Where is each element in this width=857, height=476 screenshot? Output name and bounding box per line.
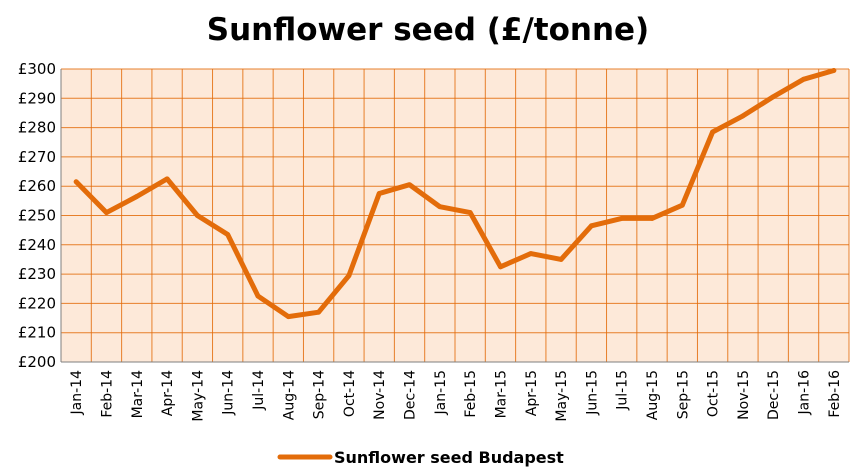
legend: Sunflower seed Budapest [277, 448, 564, 467]
y-tick-label: £250 [18, 207, 56, 225]
data-point [679, 202, 685, 208]
y-tick-label: £210 [18, 324, 56, 342]
x-tick-label: Feb-14 [99, 370, 115, 418]
y-tick-label: £260 [18, 177, 56, 195]
data-point [467, 210, 473, 215]
data-point [104, 210, 109, 215]
y-tick-label: £290 [18, 89, 56, 107]
data-point [285, 314, 291, 319]
x-tick-label: Sep-15 [675, 370, 691, 419]
y-tick-label: £220 [18, 294, 56, 312]
x-tick-label: May-14 [190, 370, 206, 422]
series-line [73, 68, 837, 320]
data-point [740, 113, 746, 119]
data-point [770, 94, 776, 100]
x-tick-label: Jan-15 [433, 370, 449, 415]
y-tick-label: £240 [18, 236, 56, 254]
x-tick-label: May-15 [554, 370, 570, 422]
data-point [649, 216, 655, 221]
y-tick-label: £280 [18, 119, 56, 137]
x-tick-label: Jan-16 [797, 370, 813, 416]
x-tick-label: Feb-15 [463, 370, 479, 418]
y-tick-label: £300 [18, 60, 56, 78]
x-tick-label: Jul-15 [615, 370, 631, 411]
y-tick-label: £270 [18, 148, 56, 166]
data-point [619, 216, 625, 221]
x-tick-label: Mar-15 [493, 370, 509, 418]
data-point [588, 223, 594, 229]
x-tick-label: Mar-14 [130, 370, 146, 418]
data-point [437, 204, 443, 210]
x-tick-label: Apr-15 [524, 370, 540, 416]
x-tick-label: Oct-15 [706, 370, 722, 417]
x-tick-label: Aug-14 [281, 370, 297, 420]
data-point [346, 273, 352, 278]
x-tick-label: Nov-14 [372, 370, 388, 420]
x-tick-label: Dec-14 [403, 370, 419, 420]
x-tick-label: Dec-15 [766, 370, 782, 420]
data-point [73, 179, 79, 185]
x-tick-label: Nov-15 [736, 370, 752, 420]
data-point [194, 213, 200, 218]
x-tick-label: Jun-15 [584, 370, 600, 416]
y-tick-label: £230 [18, 265, 56, 283]
plot-area: £200 £210 £220 £230 £240 £250 £260 £270 £280 £290… [18, 60, 850, 422]
data-point [498, 264, 503, 270]
data-point [528, 251, 534, 256]
x-tick-label: Jan-14 [69, 370, 85, 416]
x-tick-label: Aug-15 [645, 370, 661, 420]
x-tick-label: Jul-14 [251, 370, 267, 411]
data-point [710, 129, 716, 135]
data-point [134, 194, 140, 199]
x-tick-label: Oct-14 [342, 370, 358, 417]
x-tick-label: Sep-14 [312, 370, 328, 419]
data-point [831, 68, 837, 73]
legend-label: Sunflower seed Budapest [334, 448, 564, 467]
data-point [164, 176, 170, 182]
data-point [376, 191, 382, 196]
data-point [801, 76, 806, 82]
x-tick-label: Feb-16 [827, 370, 843, 418]
data-point [407, 182, 412, 188]
x-tick-label: Apr-14 [160, 370, 176, 416]
y-tick-label: £200 [18, 353, 56, 371]
chart-title: Sunflower seed (£/tonne) [207, 12, 649, 48]
data-point [225, 232, 231, 237]
data-point [316, 309, 322, 315]
data-point [558, 257, 564, 262]
data-point [255, 293, 261, 299]
x-tick-label: Jun-14 [221, 370, 237, 416]
